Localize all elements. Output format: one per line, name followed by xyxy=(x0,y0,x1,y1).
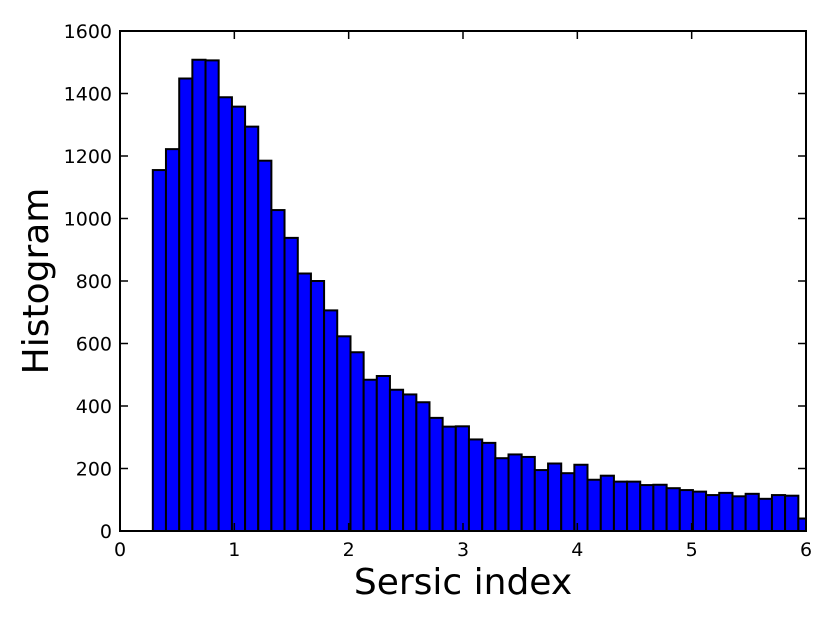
histogram-bar xyxy=(349,351,365,532)
histogram-bar xyxy=(481,441,497,532)
y-tick-label: 1000 xyxy=(64,209,112,231)
histogram-bar xyxy=(296,272,312,532)
y-tick-label: 0 xyxy=(100,521,112,543)
x-tick-label: 5 xyxy=(686,539,698,561)
histogram-bar xyxy=(573,463,589,532)
histogram-bar xyxy=(441,425,457,532)
x-tick-label: 4 xyxy=(571,539,583,561)
histogram-bar xyxy=(191,58,207,532)
x-tick-label: 6 xyxy=(800,539,812,561)
histogram-bar xyxy=(244,125,260,532)
y-tick-label: 400 xyxy=(76,396,112,418)
histogram-bar xyxy=(691,490,708,532)
histogram-bar xyxy=(533,469,550,532)
x-tick-label: 3 xyxy=(457,539,469,561)
histogram-bar xyxy=(467,438,484,532)
histogram-bar xyxy=(428,416,444,532)
histogram-bar xyxy=(494,457,510,532)
y-axis-title: Histogram xyxy=(16,188,57,375)
y-tick-label: 200 xyxy=(76,459,112,481)
histogram-bar xyxy=(718,491,734,532)
histogram-bar xyxy=(586,478,602,532)
histogram-bar xyxy=(362,378,378,532)
y-tick-label: 1600 xyxy=(64,21,112,43)
histogram-bar xyxy=(612,480,629,532)
x-tick-label: 0 xyxy=(114,539,126,561)
histogram-bar xyxy=(178,77,194,532)
histogram-bar xyxy=(665,487,681,532)
histogram-bar xyxy=(626,480,642,532)
histogram-bar xyxy=(560,472,576,532)
histogram-bar xyxy=(309,280,326,532)
y-tick-label: 800 xyxy=(76,271,112,293)
histogram-bar xyxy=(797,517,807,532)
x-tick-label: 2 xyxy=(343,539,355,561)
histogram-bar xyxy=(784,494,800,532)
histogram-bar xyxy=(257,159,273,532)
histogram-bar xyxy=(744,492,760,532)
histogram-bar xyxy=(388,388,405,532)
x-axis-ticks: 0 1 2 3 4 5 6 xyxy=(114,31,812,561)
y-tick-label: 1200 xyxy=(64,146,112,168)
histogram-bar xyxy=(151,169,167,532)
histogram-bar xyxy=(415,401,431,532)
histogram-bar xyxy=(230,105,247,532)
histogram-bar xyxy=(705,494,721,532)
histogram-bar xyxy=(639,484,655,532)
x-tick-label: 1 xyxy=(228,539,240,561)
histogram-bar xyxy=(599,474,615,532)
histogram-bar xyxy=(323,309,339,532)
histogram-bar xyxy=(757,497,773,532)
histogram-bar xyxy=(770,494,787,532)
histogram-bar xyxy=(283,236,299,532)
histogram-bar xyxy=(375,375,391,532)
x-axis-title: Sersic index xyxy=(354,562,572,603)
histogram-bar xyxy=(731,495,747,532)
histogram-bar xyxy=(520,455,536,532)
histogram-bar xyxy=(204,59,220,532)
histogram-bar xyxy=(454,425,470,532)
y-tick-label: 1400 xyxy=(64,84,112,106)
histogram-bar xyxy=(547,462,563,532)
histogram-bar xyxy=(402,393,418,532)
histogram-bar xyxy=(270,209,286,532)
histogram-bar xyxy=(217,96,233,532)
histogram-bar xyxy=(652,483,668,532)
histogram-bar xyxy=(164,148,181,532)
y-tick-label: 600 xyxy=(76,334,112,356)
plot-frame xyxy=(119,30,807,532)
histogram-bar xyxy=(507,453,523,532)
histogram-bar xyxy=(336,335,352,532)
